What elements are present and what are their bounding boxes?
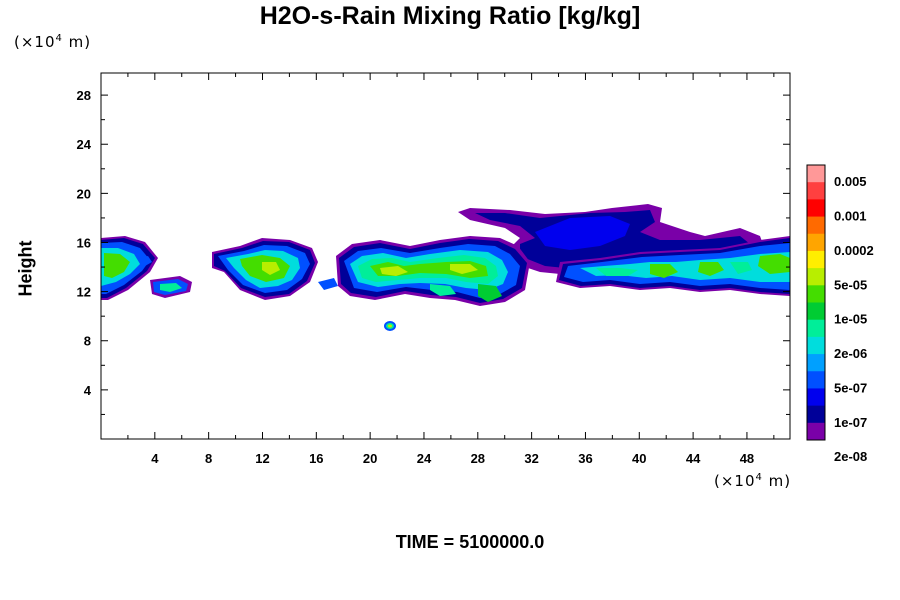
colorbar-label: 5e-05 bbox=[834, 277, 867, 292]
colorbar-swatch bbox=[807, 268, 825, 286]
colorbar-swatch bbox=[807, 285, 825, 303]
x-tick-labels: 4 8 12 16 20 24 28 32 36 40 44 48 bbox=[151, 451, 754, 466]
colorbar-frame bbox=[806, 164, 826, 441]
plot-frame bbox=[100, 72, 791, 440]
y-tick-label: 4 bbox=[84, 383, 92, 398]
x-tick-label: 36 bbox=[578, 451, 592, 466]
y-tick-label: 28 bbox=[77, 88, 91, 103]
x-tick-label: 20 bbox=[363, 451, 377, 466]
colorbar-swatch bbox=[807, 319, 825, 338]
x-tick-label: 4 bbox=[151, 451, 159, 466]
colorbar-swatch bbox=[807, 233, 825, 252]
x-tick-label: 32 bbox=[524, 451, 538, 466]
colorbar-swatch bbox=[807, 336, 825, 355]
colorbar-label: 1e-05 bbox=[834, 312, 867, 327]
x-tick-label: 28 bbox=[471, 451, 485, 466]
y-tick-label: 20 bbox=[77, 186, 91, 201]
x-tick-label: 44 bbox=[686, 451, 701, 466]
x-tick-label: 12 bbox=[255, 451, 269, 466]
x-tick-label: 8 bbox=[205, 451, 212, 466]
colorbar-swatch bbox=[807, 388, 825, 407]
cloud-left bbox=[101, 236, 192, 300]
colorbar-label: 0.001 bbox=[834, 209, 867, 224]
y-tick-label: 12 bbox=[77, 285, 91, 300]
colorbar-swatch bbox=[807, 405, 825, 424]
y-tick-labels: 4 8 12 16 20 24 28 bbox=[77, 88, 92, 398]
colorbar-label: 0.0002 bbox=[834, 243, 874, 258]
colorbar-swatch bbox=[807, 182, 825, 200]
y-unit-label: (×104 m) bbox=[14, 33, 92, 51]
chart-title: H2O-s-Rain Mixing Ratio [kg/kg] bbox=[259, 2, 641, 30]
colorbar-swatch bbox=[807, 250, 825, 269]
colorbar-label: 2e-08 bbox=[834, 449, 867, 464]
x-tick-label: 40 bbox=[632, 451, 646, 466]
y-tick-label: 8 bbox=[84, 334, 91, 349]
colorbar-label: 2e-06 bbox=[834, 346, 867, 361]
cloud-left-center bbox=[212, 238, 338, 300]
x-tick-label: 24 bbox=[417, 451, 432, 466]
small-blob bbox=[384, 321, 396, 331]
y-tick-label: 16 bbox=[77, 235, 91, 250]
x-tick-label: 16 bbox=[309, 451, 323, 466]
colorbar-swatch bbox=[807, 216, 825, 235]
x-tick-label: 48 bbox=[740, 451, 754, 466]
cloud-center bbox=[336, 236, 530, 306]
cloud-right bbox=[556, 236, 790, 296]
colorbar-label: 1e-07 bbox=[834, 415, 867, 430]
colorbar-swatch bbox=[807, 422, 825, 441]
x-unit-label: (×104 m) bbox=[714, 472, 792, 490]
colorbar-swatch bbox=[807, 302, 825, 321]
colorbar-swatch bbox=[807, 165, 825, 183]
colorbar-swatch bbox=[807, 199, 825, 218]
y-tick-label: 24 bbox=[77, 137, 92, 152]
time-label: TIME = 5100000.0 bbox=[395, 532, 545, 552]
colorbar-label: 0.005 bbox=[834, 174, 867, 189]
colorbar-swatch bbox=[807, 371, 825, 389]
colorbar bbox=[806, 164, 826, 441]
heatmap-field bbox=[101, 204, 790, 331]
colorbar-labels: 0.005 0.001 0.0002 5e-05 1e-05 2e-06 5e-07 1e-0… bbox=[834, 174, 874, 464]
axis-ticks bbox=[101, 73, 790, 439]
colorbar-label: 5e-07 bbox=[834, 380, 867, 395]
colorbar-swatch bbox=[807, 354, 825, 372]
